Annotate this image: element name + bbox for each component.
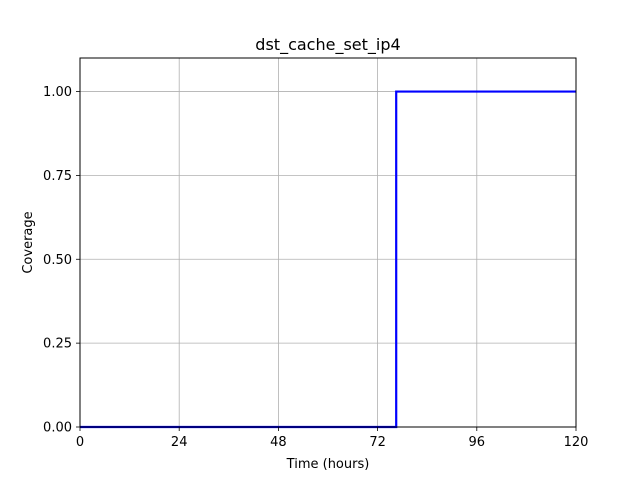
- plot-frame: [79, 57, 577, 428]
- y-axis-label: Coverage: [21, 211, 36, 273]
- x-tick-label: 72: [369, 435, 386, 450]
- x-tick-label: 0: [76, 435, 84, 450]
- x-axis-ticks: 0 24 48 72 96 120: [76, 427, 589, 450]
- x-tick-label: 24: [171, 435, 188, 450]
- y-tick-label: 0.75: [43, 169, 72, 184]
- chart-title: dst_cache_set_ip4: [255, 35, 400, 55]
- y-tick-label: 0.50: [43, 253, 72, 268]
- x-axis-label: Time (hours): [286, 457, 370, 472]
- x-tick-label: 96: [469, 435, 486, 450]
- y-tick-label: 0.25: [43, 337, 72, 352]
- y-tick-label: 1.00: [43, 85, 72, 100]
- x-tick-label: 120: [564, 435, 589, 450]
- x-tick-label: 48: [270, 435, 287, 450]
- y-tick-label: 0.00: [43, 421, 72, 436]
- y-axis-ticks: 0.00 0.25 0.50 0.75 1.00: [43, 85, 80, 436]
